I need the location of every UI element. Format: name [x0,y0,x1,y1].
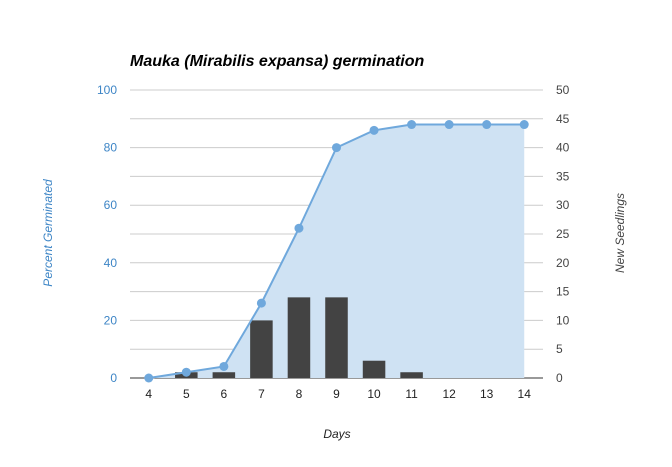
right-tick-label: 30 [556,198,570,212]
x-tick-label: 5 [183,387,190,401]
x-axis-label: Days [323,427,350,441]
x-axis-ticks: 4 5 6 7 8 9 10 11 12 13 14 [145,387,531,401]
left-tick-label: 40 [104,256,118,270]
x-tick-label: 10 [367,387,381,401]
data-point [519,120,529,130]
x-tick-label: 4 [145,387,152,401]
bar [362,360,386,378]
y-axis-label-left: Percent Germinated [41,179,55,287]
x-tick-label: 13 [480,387,494,401]
right-tick-label: 50 [556,83,570,97]
x-tick-label: 8 [296,387,303,401]
right-tick-label: 15 [556,285,570,299]
left-tick-label: 0 [110,371,117,385]
data-point [332,143,341,153]
x-tick-label: 11 [405,387,418,401]
data-point [369,125,379,135]
y-axis-label-right: New Seedlings [613,193,627,273]
left-tick-label: 60 [104,198,118,212]
data-point [219,361,229,371]
bar [287,297,311,378]
left-tick-label: 100 [97,83,117,97]
right-tick-label: 35 [556,169,570,183]
x-tick-label: 7 [258,387,265,401]
points [144,120,529,383]
right-axis-ticks: 0 5 10 15 20 25 30 35 40 45 50 [556,83,570,385]
x-tick-label: 14 [518,387,532,401]
data-point [482,120,492,130]
bars [175,297,423,378]
right-tick-label: 10 [556,313,570,327]
data-point [144,373,154,383]
data-point [181,367,191,377]
right-tick-label: 25 [556,227,570,241]
data-point [256,298,266,308]
bar [250,320,273,378]
right-tick-label: 20 [556,256,570,270]
x-tick-label: 9 [333,387,340,401]
data-point [407,120,417,130]
left-tick-label: 80 [104,141,118,155]
bar [325,297,348,378]
bar [212,372,236,378]
right-tick-label: 40 [556,141,570,155]
data-point [294,223,304,233]
chart-title: Mauka (Mirabilis expansa) germination [130,53,425,70]
right-tick-label: 5 [556,342,563,356]
right-tick-label: 45 [556,112,570,126]
area-layer [148,124,525,378]
right-tick-label: 0 [556,371,563,385]
x-tick-label: 6 [221,387,228,401]
data-point [444,120,454,130]
bar [400,372,423,378]
left-tick-label: 20 [104,313,118,327]
x-tick-label: 12 [442,387,456,401]
area-fill [148,124,525,378]
left-axis-ticks: 0 20 40 60 80 100 [97,83,117,385]
